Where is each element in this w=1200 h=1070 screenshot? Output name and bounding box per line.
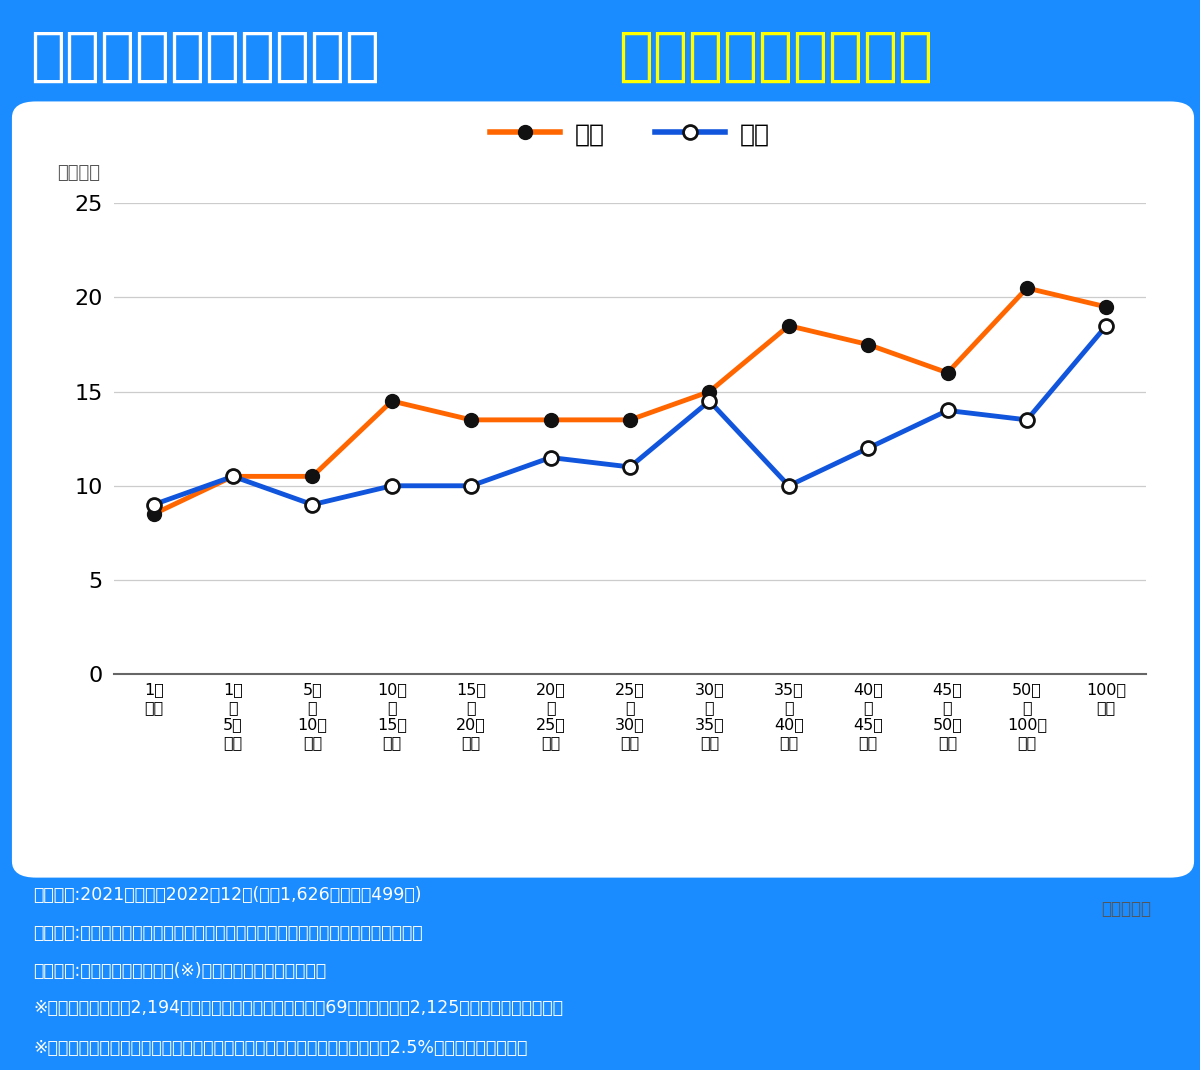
Text: ※大規模な施工など特殊なケースを除く費用の平均値を算出するため、上下2.5%の施工費用を異常値: ※大規模な施工など特殊なケースを除く費用の平均値を算出するため、上下2.5%の施… [34, 1039, 528, 1057]
Text: 集計対象:弊社運営サイト全体におけるシロアリ駆除およびシロアリ予防の施工実績: 集計対象:弊社運営サイト全体におけるシロアリ駆除およびシロアリ予防の施工実績 [34, 923, 424, 942]
Legend: 駆除, 予防: 駆除, 予防 [480, 112, 780, 156]
Text: 集計方法:対象の平均値を算出(※)し、小数点以下を四捨五入: 集計方法:対象の平均値を算出(※)し、小数点以下を四捨五入 [34, 962, 326, 979]
Text: （築年数）: （築年数） [1102, 900, 1151, 918]
Text: （万円）: （万円） [58, 164, 101, 182]
FancyBboxPatch shape [13, 103, 1193, 876]
Text: 築年数ごとのシロアリ: 築年数ごとのシロアリ [30, 28, 380, 85]
Text: 駆除・予防費用相場: 駆除・予防費用相場 [618, 28, 934, 85]
Text: ※期間中の施工実績2,194件のうち、築年数が不明な事例69件を除外した2,125件を集計しています。: ※期間中の施工実績2,194件のうち、築年数が不明な事例69件を除外した2,12… [34, 999, 564, 1018]
Text: 集計期間:2021年１月〜2022年12月(駆除1,626件　予防499件): 集計期間:2021年１月〜2022年12月(駆除1,626件 予防499件) [34, 886, 422, 904]
